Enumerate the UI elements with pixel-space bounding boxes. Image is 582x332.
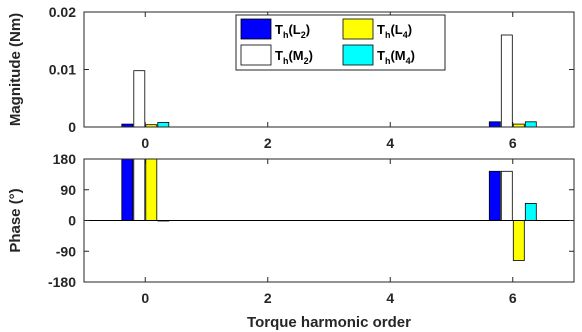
y-tick-label: 0 [68, 213, 76, 229]
bar [121, 158, 134, 221]
legend-swatch [342, 44, 374, 66]
x-tick-label: 6 [509, 135, 517, 151]
bar [488, 121, 501, 128]
y-tick-label: -90 [56, 243, 76, 259]
x-tick-label: 0 [141, 135, 149, 151]
y-tick-label: -180 [48, 274, 76, 290]
bar [488, 170, 501, 221]
x-tick-label: 4 [386, 290, 394, 306]
bar [157, 122, 170, 128]
phase-panel: -180 -90 0 90 180 0 2 4 6 Phase (°) Torque harmoni… [7, 151, 575, 331]
y-axis-label: Phase (°) [7, 188, 24, 252]
y-tick-label: 0.02 [49, 4, 76, 20]
x-tick-label: 0 [141, 290, 149, 306]
bar [145, 158, 158, 221]
bar [500, 34, 513, 128]
x-tick-label: 4 [386, 135, 394, 151]
y-axis-label: Magnitude (Nm) [7, 13, 24, 126]
x-tick-label: 2 [264, 290, 272, 306]
legend: Th(L2) Th(L4) Th(M2) Th(M4) [235, 14, 446, 71]
legend-label: Th(M4) [377, 48, 415, 66]
x-axis-label: Torque harmonic order [247, 314, 411, 331]
bar [500, 170, 513, 221]
legend-label: Th(L2) [275, 22, 310, 40]
bar [512, 220, 525, 261]
legend-swatch [240, 44, 272, 66]
bar [133, 70, 146, 128]
y-tick-label: 180 [53, 151, 77, 167]
magnitude-panel: 0 0.01 0.02 0 2 4 6 Magnitude (Nm) [7, 4, 575, 151]
y-tick-label: 90 [60, 182, 76, 198]
bar [133, 158, 146, 221]
bar [524, 202, 537, 221]
legend-swatch [342, 18, 374, 40]
x-tick-label: 2 [264, 135, 272, 151]
legend-label: Th(M2) [275, 48, 313, 66]
y-tick-label: 0.01 [49, 62, 76, 78]
y-tick-label: 0 [68, 119, 76, 135]
bar [524, 121, 537, 128]
x-tick-label: 6 [509, 290, 517, 306]
legend-label: Th(L4) [377, 22, 412, 40]
legend-swatch [240, 18, 272, 40]
